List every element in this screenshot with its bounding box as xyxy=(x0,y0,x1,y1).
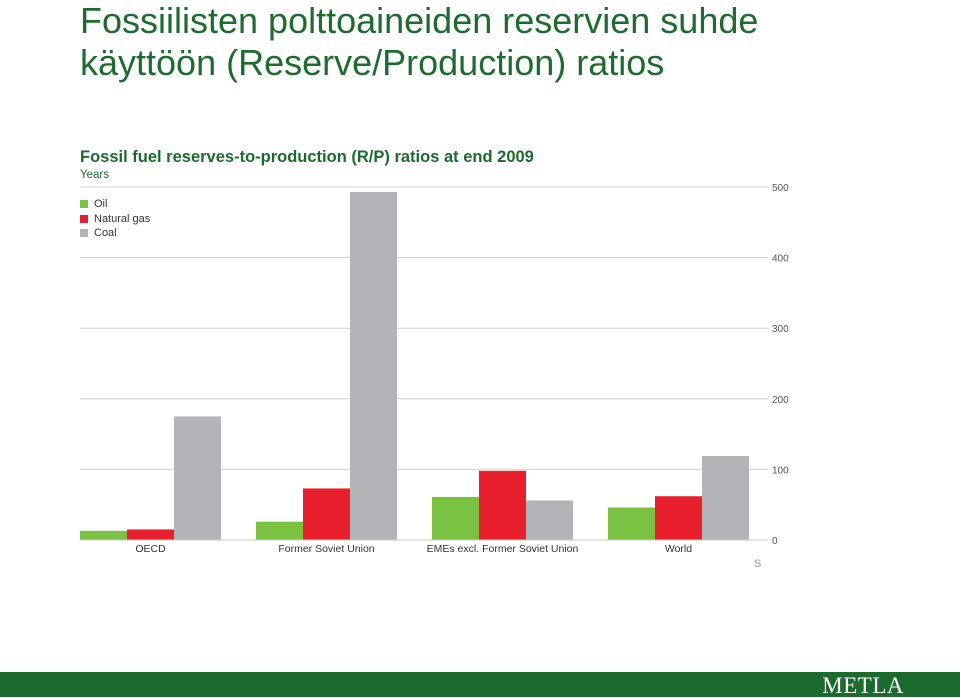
legend-item-oil: Oil xyxy=(80,197,150,212)
y-tick-label-300: 300 xyxy=(772,324,789,335)
cropped-source-text: S xyxy=(754,558,762,570)
bar-natural-gas-former-soviet-union xyxy=(303,488,350,540)
y-tick-label-0: 0 xyxy=(772,536,778,547)
legend-label-coal: Coal xyxy=(94,227,117,240)
bar-oil-former-soviet-union xyxy=(256,521,303,540)
x-tick-label-2: EMEs excl. Former Soviet Union xyxy=(427,543,579,555)
y-tick-label-400: 400 xyxy=(772,254,789,265)
bar-natural-gas-emes-excl-former-soviet-union xyxy=(479,470,526,540)
x-tick-label-3: World xyxy=(665,543,692,555)
legend-swatch-coal xyxy=(80,229,88,238)
y-tick-label-500: 500 xyxy=(772,183,789,194)
bar-oil-emes-excl-former-soviet-union xyxy=(432,496,479,540)
legend-label-natural-gas: Natural gas xyxy=(94,212,151,225)
chart-title: Fossil fuel reserves-to-production (R/P)… xyxy=(80,148,534,166)
footer-bar: METLA xyxy=(0,672,960,697)
slide-title: Fossiilisten polttoaineiden reservien su… xyxy=(80,0,940,84)
bar-coal-world xyxy=(702,455,749,540)
legend-item-coal: Coal xyxy=(80,226,150,241)
y-tick-label-200: 200 xyxy=(772,395,789,406)
bar-oil-oecd xyxy=(80,530,127,540)
legend-swatch-natural-gas xyxy=(80,214,88,223)
legend-item-natural-gas: Natural gas xyxy=(80,212,150,227)
legend-swatch-oil xyxy=(80,200,88,209)
bar-coal-oecd xyxy=(174,416,221,540)
slide-title-line-1: Fossiilisten polttoaineiden reservien su… xyxy=(80,0,759,41)
chart-unit-label: Years xyxy=(80,169,109,181)
chart-legend: Oil Natural gas Coal xyxy=(80,197,150,241)
y-tick-label-100: 100 xyxy=(772,465,789,476)
legend-label-oil: Oil xyxy=(94,198,108,211)
metla-logo: METLA xyxy=(822,673,904,698)
bar-natural-gas-world xyxy=(655,496,702,540)
bar-coal-former-soviet-union xyxy=(350,191,397,540)
bar-oil-world xyxy=(608,507,655,540)
x-tick-label-1: Former Soviet Union xyxy=(278,543,374,555)
bar-natural-gas-oecd xyxy=(127,529,174,540)
x-tick-label-0: OECD xyxy=(135,543,166,555)
bar-coal-emes-excl-former-soviet-union xyxy=(526,500,573,540)
slide-title-line-2: käyttöön (Reserve/Production) ratios xyxy=(80,42,665,83)
